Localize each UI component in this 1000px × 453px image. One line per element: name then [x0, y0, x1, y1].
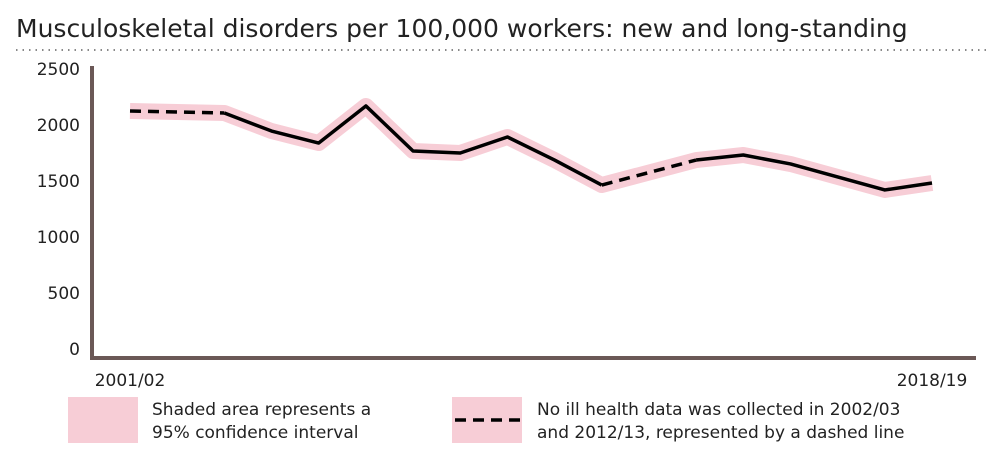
- legend-text: Shaded area represents a: [152, 400, 371, 420]
- y-tick-label: 2500: [37, 60, 80, 80]
- y-tick-label: 500: [48, 284, 80, 304]
- missing-data-bridge: [601, 158, 697, 187]
- y-tick-label: 1500: [37, 172, 80, 192]
- chart-title: Musculoskeletal disorders per 100,000 wo…: [16, 14, 908, 43]
- x-tick-label: 2018/19: [897, 371, 968, 391]
- data-line: [223, 104, 603, 187]
- y-tick-label: 1000: [37, 228, 80, 248]
- legend-text: 95% confidence interval: [152, 423, 358, 443]
- x-tick-label: 2001/02: [95, 371, 166, 391]
- y-tick-label: 0: [69, 340, 80, 360]
- legend-text: and 2012/13, represented by a dashed lin…: [537, 423, 904, 443]
- legend-text: No ill health data was collected in 2002…: [537, 400, 900, 420]
- missing-data-bridge: [129, 109, 225, 115]
- data-line: [695, 153, 933, 192]
- y-tick-label: 2000: [37, 116, 80, 136]
- legend-band-swatch: [68, 397, 138, 443]
